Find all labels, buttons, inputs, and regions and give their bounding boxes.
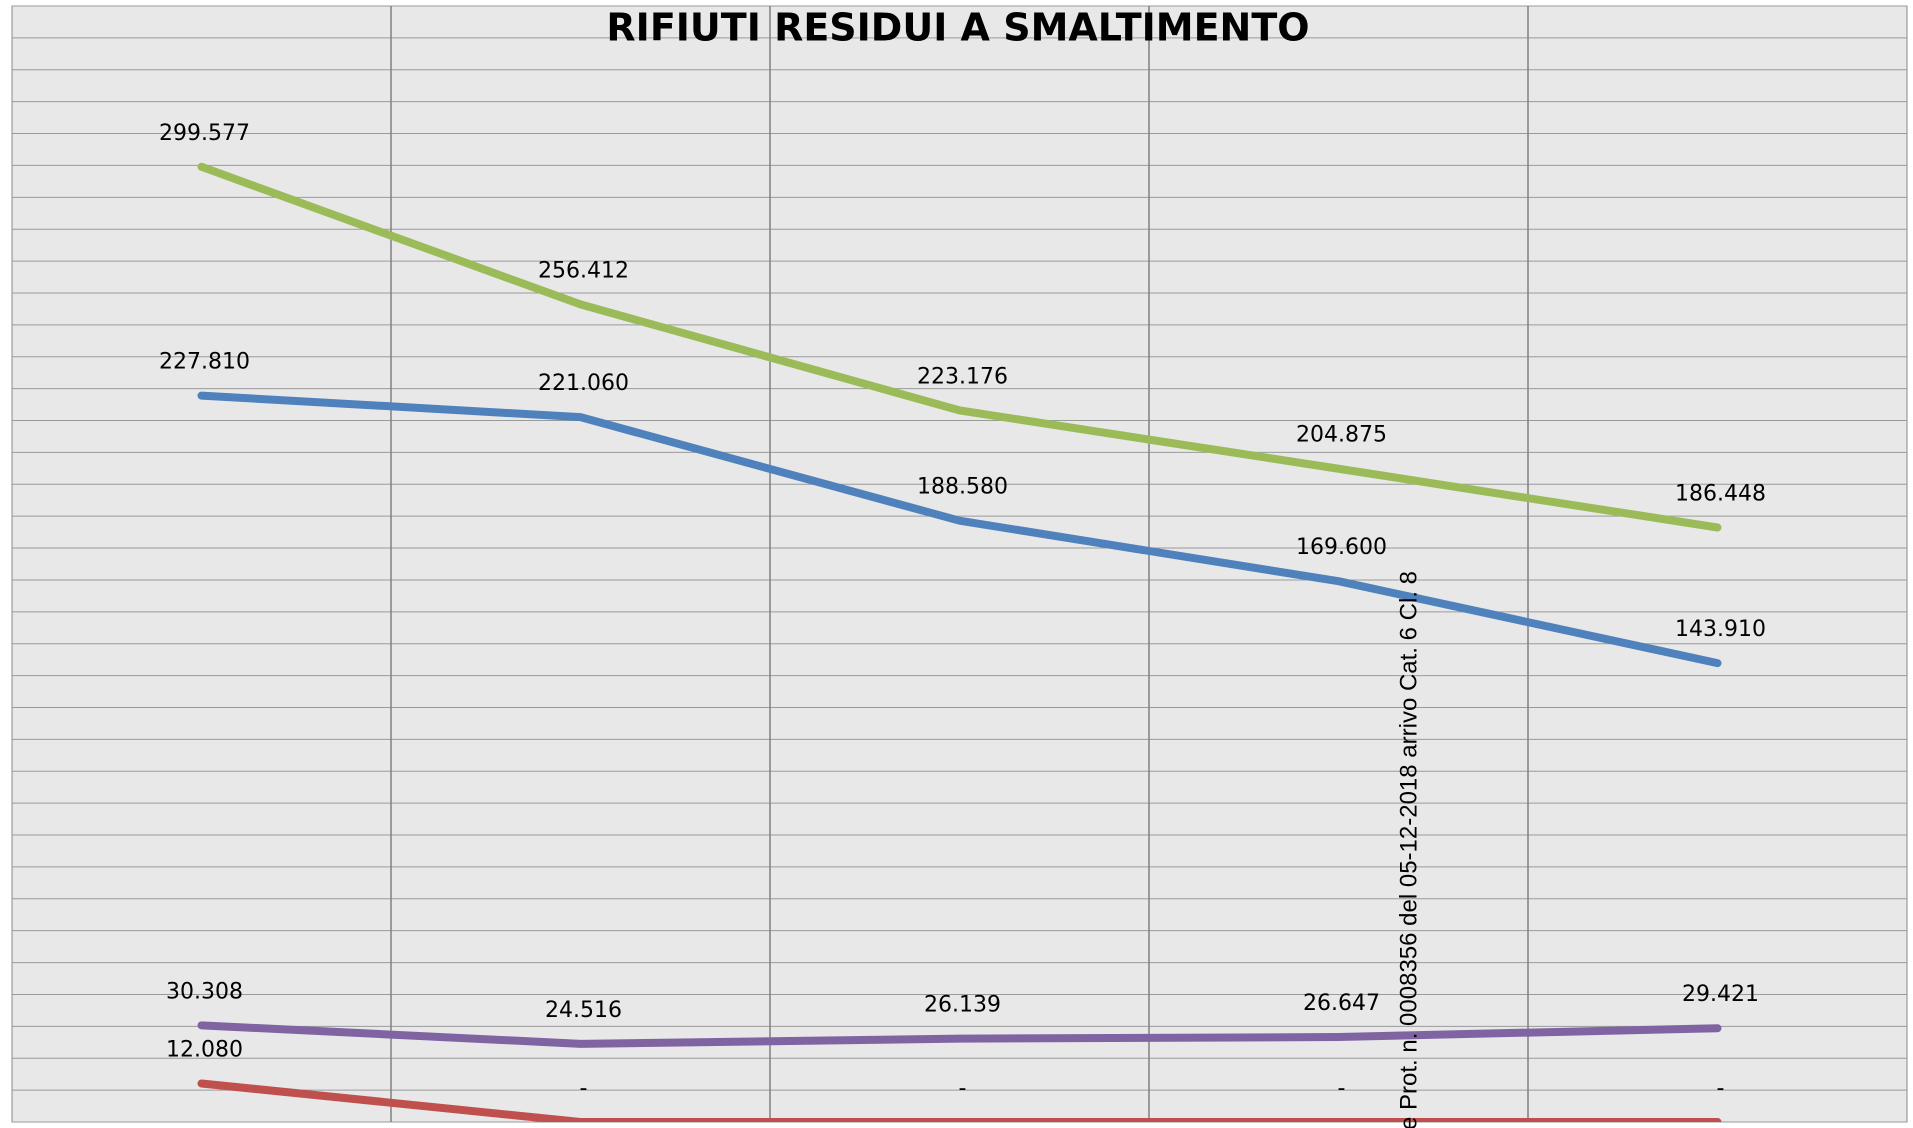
data-label: 12.080 xyxy=(166,1037,243,1062)
series-lines xyxy=(197,162,1722,1122)
series-line xyxy=(197,391,1722,668)
chart-title: RIFIUTI RESIDUI A SMALTIMENTO xyxy=(606,6,1309,50)
grid xyxy=(12,5,1907,1123)
watermark-annotation: e Prot. n. 0008356 del 05-12-2018 arrivo… xyxy=(1395,571,1422,1128)
data-label: 221.060 xyxy=(538,371,629,396)
data-label: 223.176 xyxy=(917,364,1008,389)
data-label: 26.139 xyxy=(924,993,1001,1018)
data-label: 186.448 xyxy=(1675,481,1766,506)
data-labels: 299.577 256.412 223.176 204.875 186.448 227.8… xyxy=(159,121,1766,1101)
data-label: 29.421 xyxy=(1682,982,1759,1007)
data-label: 143.910 xyxy=(1675,617,1766,642)
data-label: 24.516 xyxy=(545,998,622,1023)
data-label: - xyxy=(959,1076,967,1101)
series-line xyxy=(197,1079,1722,1122)
series-line xyxy=(197,1021,1722,1048)
data-label: 227.810 xyxy=(159,350,250,375)
data-label: 169.600 xyxy=(1296,535,1387,560)
data-label: 256.412 xyxy=(538,258,629,283)
data-label: - xyxy=(580,1076,588,1101)
data-label: - xyxy=(1717,1076,1725,1101)
data-label: 30.308 xyxy=(166,979,243,1004)
data-label: 204.875 xyxy=(1296,423,1387,448)
data-label: 188.580 xyxy=(917,475,1008,500)
data-label: 26.647 xyxy=(1303,991,1380,1016)
data-label: - xyxy=(1338,1076,1346,1101)
plot-area xyxy=(11,5,1908,1123)
series-line xyxy=(197,162,1722,532)
data-label: 299.577 xyxy=(159,121,250,146)
